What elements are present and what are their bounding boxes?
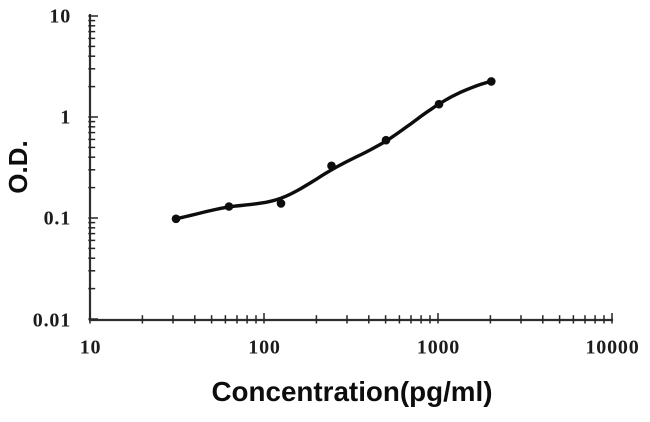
svg-text:1: 1	[60, 107, 71, 129]
svg-text:0.01: 0.01	[33, 310, 71, 332]
svg-text:O.D.: O.D.	[3, 140, 33, 193]
svg-text:10: 10	[80, 337, 102, 359]
svg-text:1000: 1000	[417, 337, 460, 359]
svg-text:Concentration(pg/ml): Concentration(pg/ml)	[211, 376, 492, 407]
svg-text:10: 10	[49, 6, 71, 28]
svg-text:0.1: 0.1	[44, 208, 71, 230]
svg-text:100: 100	[248, 337, 280, 359]
svg-text:10000: 10000	[586, 337, 640, 359]
